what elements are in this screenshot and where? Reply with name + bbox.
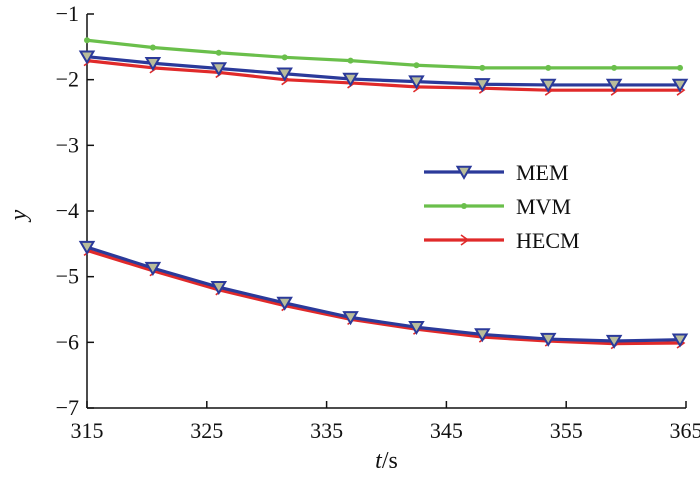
series-line [86, 55, 681, 87]
triangle-down-marker [276, 296, 293, 311]
y-tick-label: −3 [56, 132, 79, 157]
dot-marker [84, 37, 90, 44]
legend-label: MEM [516, 160, 569, 185]
dot-marker [611, 64, 618, 71]
triangle-down-marker [539, 78, 557, 93]
chevron-marker [460, 234, 470, 246]
dot-marker [479, 64, 486, 71]
x-tick-label: 365 [670, 418, 700, 443]
legend-item-mem: MEM [424, 160, 569, 185]
legend-item-mvm: MVM [424, 194, 571, 219]
triangle-down-marker [342, 311, 359, 326]
triangle-down-marker [78, 50, 96, 65]
x-axis-label-unit: /s [382, 448, 398, 474]
triangle-down-marker [539, 332, 557, 347]
triangle-down-marker [474, 328, 491, 343]
dot-marker [545, 64, 552, 71]
y-axis-label: y [6, 209, 32, 222]
series-line [86, 248, 681, 346]
legend: MEM MVM HECM [424, 160, 580, 253]
y-tick-label: −7 [56, 395, 79, 420]
dot-marker [215, 49, 222, 56]
triangle-down-marker [78, 240, 96, 255]
triangle-down-marker [408, 75, 425, 90]
dot-marker [413, 62, 420, 69]
y-tick-label: −4 [56, 198, 79, 223]
triangle-down-marker [210, 280, 228, 295]
y-tick-label: −5 [56, 264, 79, 289]
y-tick-label: −2 [56, 67, 79, 92]
series-mem [78, 50, 689, 349]
series-layer [78, 37, 689, 350]
legend-label: MVM [516, 194, 571, 219]
triangle-down-marker [671, 78, 689, 93]
triangle-down-marker [408, 321, 425, 336]
triangle-down-marker [342, 72, 359, 87]
triangle-down-marker [605, 334, 623, 349]
y-tick-label: −6 [56, 329, 79, 354]
series-line [86, 38, 681, 70]
x-tick-label: 335 [310, 418, 343, 443]
triangle-down-marker [671, 333, 689, 348]
dot-marker [461, 203, 467, 209]
x-tick-label: 355 [550, 418, 583, 443]
dot-marker [677, 64, 684, 71]
dot-marker [281, 54, 288, 61]
dot-marker [149, 44, 156, 51]
legend-item-hecm: HECM [424, 228, 580, 253]
triangle-down-marker [144, 261, 162, 276]
triangle-down-marker [455, 165, 473, 180]
series-line [86, 59, 681, 92]
legend-label: HECM [516, 228, 580, 253]
triangle-down-marker [605, 78, 623, 93]
x-axis-label: t/s [375, 448, 398, 474]
triangle-down-marker [210, 62, 228, 77]
x-tick-label: 315 [71, 418, 104, 443]
triangle-down-marker [144, 57, 162, 72]
y-tick-label: −1 [56, 1, 79, 26]
series-line [86, 245, 681, 343]
x-axis-label-italic: t [375, 448, 383, 474]
x-tick-label: 325 [190, 418, 223, 443]
triangle-down-marker [474, 78, 491, 93]
triangle-down-marker [276, 67, 293, 82]
series-mvm [84, 37, 684, 71]
dot-marker [347, 57, 354, 64]
x-tick-label: 345 [430, 418, 463, 443]
series-hecm [83, 54, 686, 350]
